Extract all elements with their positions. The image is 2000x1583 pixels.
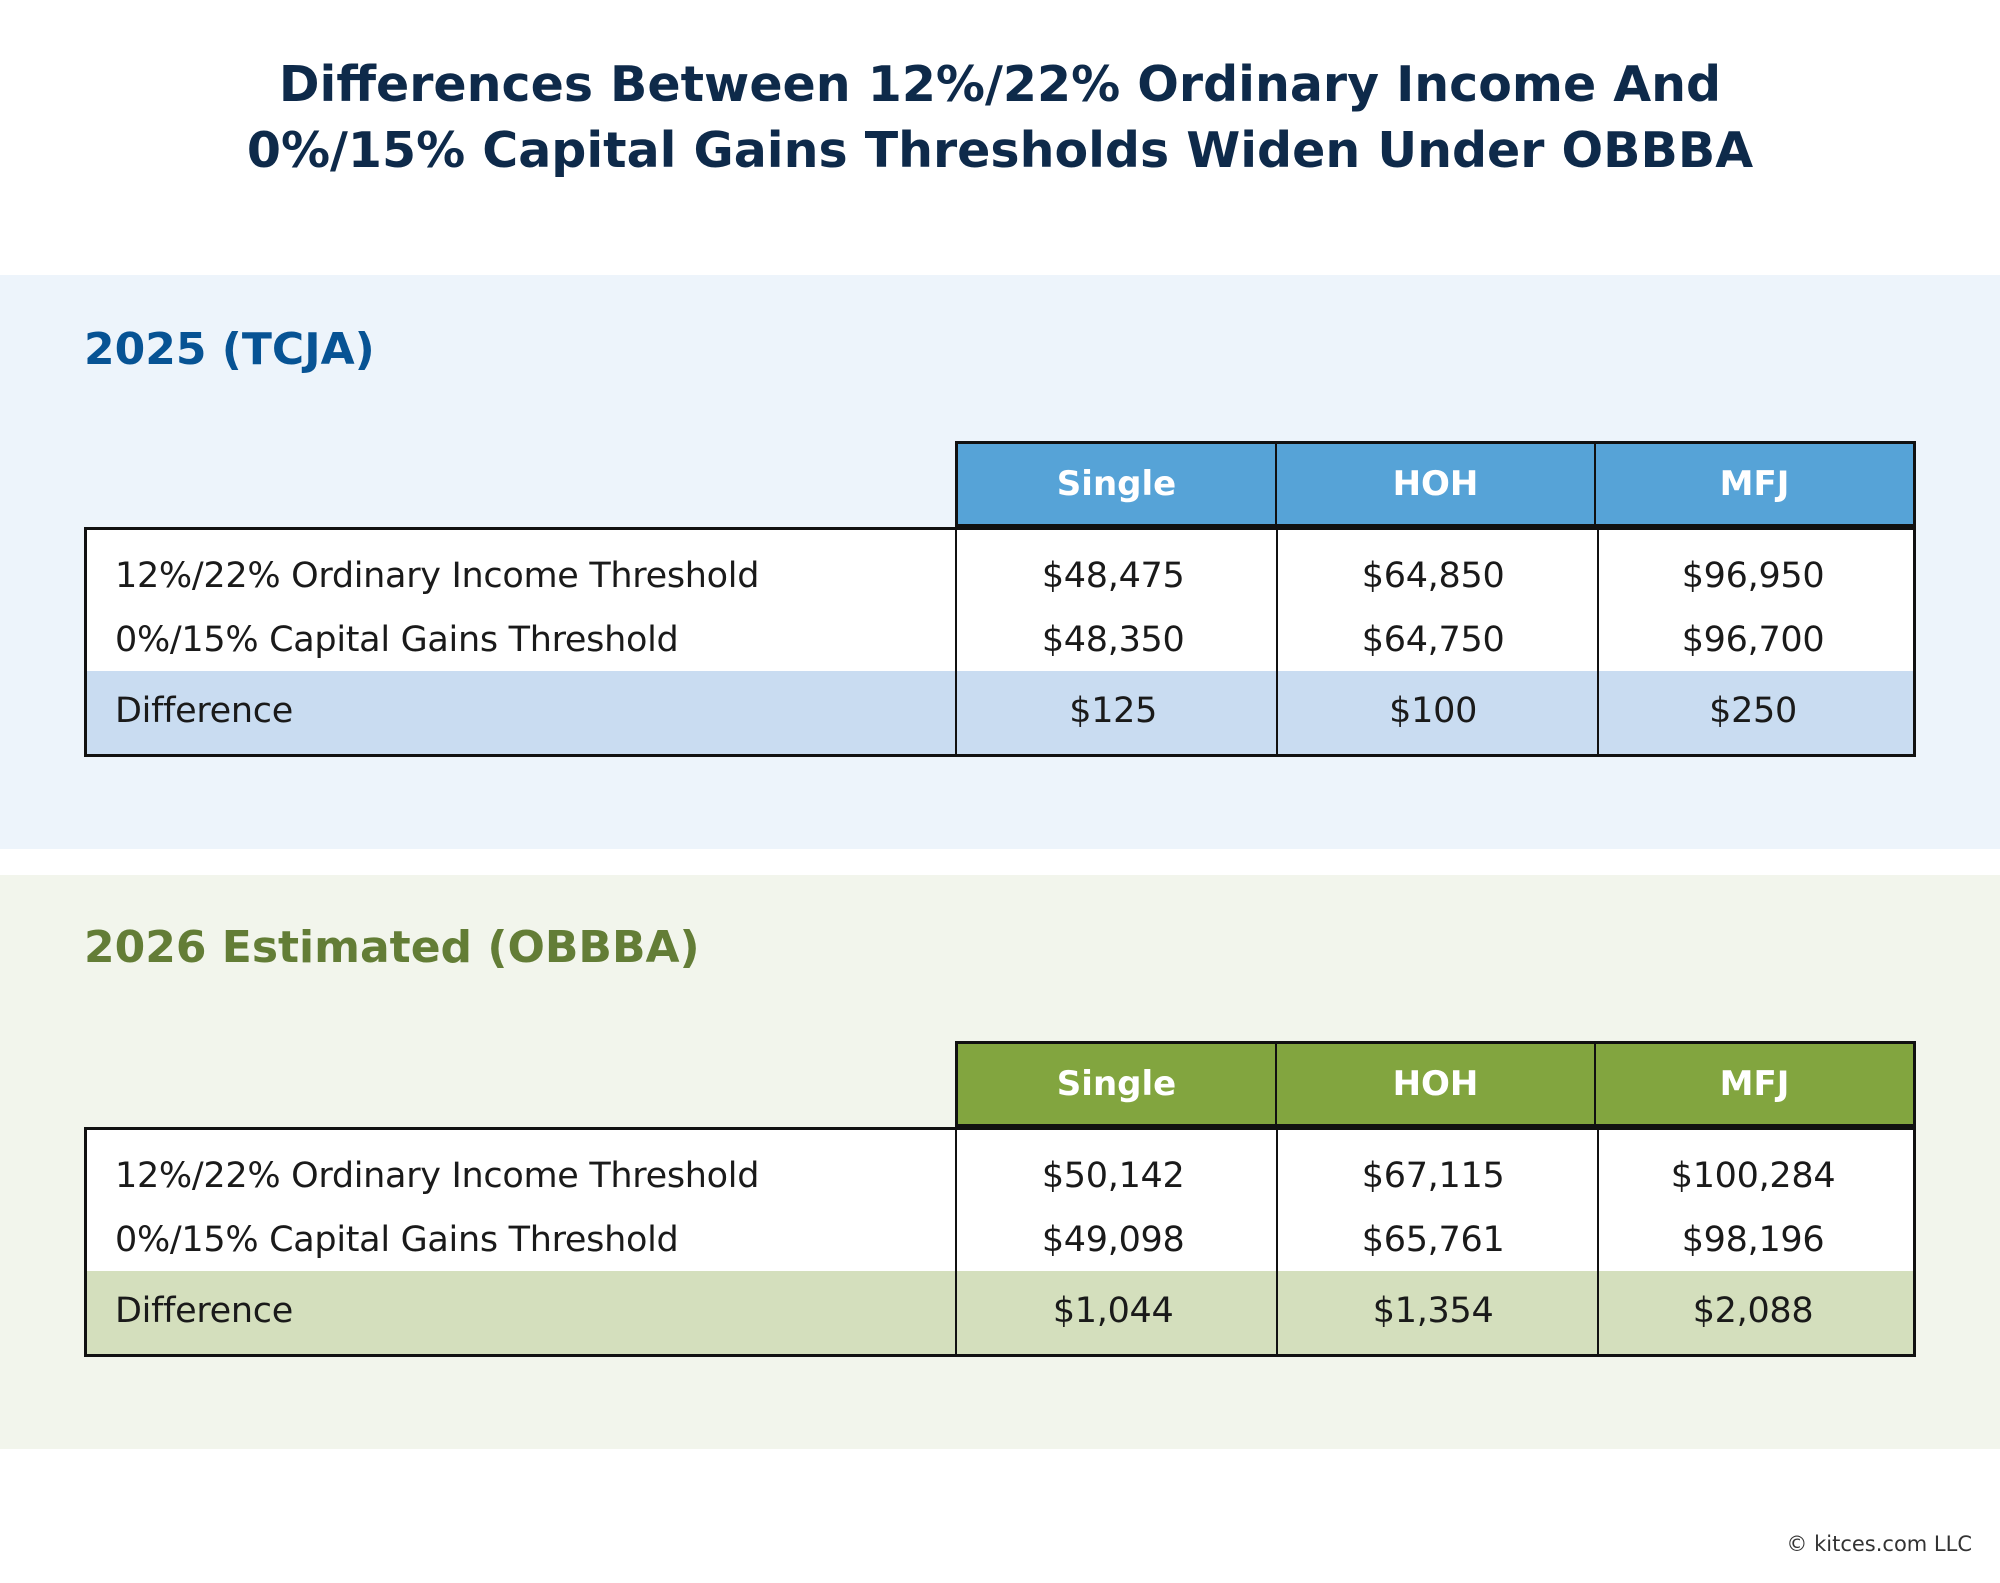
column-divider <box>955 530 957 754</box>
column-divider <box>1276 530 1278 754</box>
table-header-row: Single HOH MFJ <box>955 1041 1916 1127</box>
column-header-mfj: MFJ <box>1594 1044 1913 1124</box>
page-title: Differences Between 12%/22% Ordinary Inc… <box>0 52 2000 184</box>
cell-hoh: $67,115 <box>1361 1156 1505 1196</box>
row-label: Difference <box>115 690 293 731</box>
section-heading: 2026 Estimated (OBBBA) <box>84 922 700 973</box>
row-label: 12%/22% Ordinary Income Threshold <box>115 556 760 596</box>
row-label: 0%/15% Capital Gains Threshold <box>115 620 679 660</box>
row-label: Difference <box>115 1290 293 1331</box>
column-divider <box>955 1130 957 1354</box>
column-header-hoh: HOH <box>1275 444 1594 524</box>
cell-mfj: $96,700 <box>1681 620 1825 660</box>
section-heading: 2025 (TCJA) <box>84 324 375 375</box>
copyright-footer: © kitces.com LLC <box>1786 1532 1972 1556</box>
cell-mfj: $100,284 <box>1670 1156 1836 1196</box>
table-row-difference: Difference $1,044 $1,354 $2,088 <box>87 1271 1913 1354</box>
table-row-difference: Difference $125 $100 $250 <box>87 671 1913 754</box>
table-row-ordinary-income: 12%/22% Ordinary Income Threshold $48,47… <box>87 544 1913 608</box>
row-label: 0%/15% Capital Gains Threshold <box>115 1220 679 1260</box>
table-row-capital-gains: 0%/15% Capital Gains Threshold $48,350 $… <box>87 608 1913 672</box>
table-row-capital-gains: 0%/15% Capital Gains Threshold $49,098 $… <box>87 1208 1913 1272</box>
title-line-2: 0%/15% Capital Gains Thresholds Widen Un… <box>246 122 1754 179</box>
cell-single: $49,098 <box>1041 1220 1185 1260</box>
column-divider <box>1597 530 1599 754</box>
cell-single: $125 <box>1069 690 1158 731</box>
cell-hoh: $64,850 <box>1361 556 1505 596</box>
column-header-hoh: HOH <box>1275 1044 1594 1124</box>
column-divider <box>1597 1130 1599 1354</box>
table-header-row: Single HOH MFJ <box>955 441 1916 527</box>
cell-hoh: $100 <box>1389 690 1478 731</box>
cell-single: $1,044 <box>1052 1290 1174 1331</box>
row-label: 12%/22% Ordinary Income Threshold <box>115 1156 760 1196</box>
cell-hoh: $1,354 <box>1372 1290 1494 1331</box>
cell-mfj: $98,196 <box>1681 1220 1825 1260</box>
column-header-single: Single <box>1056 464 1177 504</box>
column-header-mfj: MFJ <box>1594 444 1913 524</box>
section-2025-tcja: 2025 (TCJA) Single HOH MFJ 12%/22% Ordin… <box>0 275 2000 849</box>
cell-mfj: $2,088 <box>1692 1290 1814 1331</box>
cell-single: $50,142 <box>1041 1156 1185 1196</box>
table-row-ordinary-income: 12%/22% Ordinary Income Threshold $50,14… <box>87 1144 1913 1208</box>
column-divider <box>1276 1130 1278 1354</box>
cell-single: $48,475 <box>1041 556 1185 596</box>
cell-mfj: $96,950 <box>1681 556 1825 596</box>
cell-single: $48,350 <box>1041 620 1185 660</box>
cell-hoh: $64,750 <box>1361 620 1505 660</box>
column-header-single: Single <box>1056 1064 1177 1104</box>
title-line-1: Differences Between 12%/22% Ordinary Inc… <box>278 56 1722 113</box>
table-body: 12%/22% Ordinary Income Threshold $48,47… <box>84 527 1916 757</box>
table-body: 12%/22% Ordinary Income Threshold $50,14… <box>84 1127 1916 1357</box>
cell-mfj: $250 <box>1709 690 1797 731</box>
section-2026-obbba: 2026 Estimated (OBBBA) Single HOH MFJ 12… <box>0 875 2000 1449</box>
cell-hoh: $65,761 <box>1361 1220 1505 1260</box>
